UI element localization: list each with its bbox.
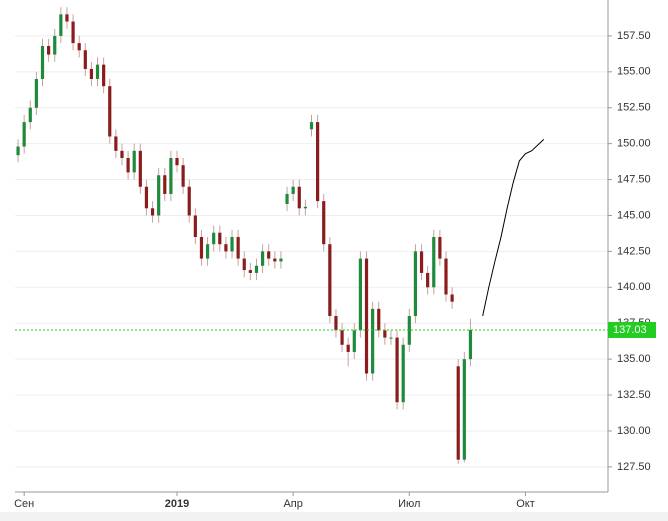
candle-body [279, 258, 283, 262]
y-tick-label: 145.00 [617, 209, 651, 221]
candle-body [144, 186, 149, 209]
candle-body [95, 64, 100, 80]
candle-body [77, 43, 81, 51]
candle-body [316, 122, 320, 202]
candle-body [150, 208, 155, 216]
candle-body [267, 251, 271, 259]
candle-body [212, 232, 216, 245]
forecast-line [482, 138, 545, 317]
candle-body [468, 329, 473, 360]
candle-body [120, 150, 124, 159]
candle-body [389, 337, 393, 339]
candle-body [163, 175, 167, 194]
candle-body [169, 158, 173, 194]
candle-body [34, 79, 38, 108]
candle-body [230, 237, 234, 252]
candle-body [47, 45, 51, 55]
candle-body [102, 64, 106, 87]
last-price-label: 137.03 [613, 324, 647, 336]
y-tick-label: 150.00 [617, 138, 651, 150]
y-tick-label: 157.50 [617, 30, 651, 42]
candle-body [438, 237, 442, 259]
candle-body [462, 359, 466, 460]
candle-body [132, 150, 136, 173]
candle-body [71, 21, 75, 44]
y-tick-label: 147.50 [617, 173, 651, 185]
candle-body [358, 258, 363, 331]
candle-body [175, 158, 179, 166]
candle-body [334, 316, 338, 331]
candle-body [432, 237, 436, 288]
candle-body [254, 265, 259, 273]
candle-body [383, 330, 387, 338]
candle-body [260, 251, 265, 266]
last-price-box [608, 321, 656, 338]
candle-body [16, 146, 20, 156]
x-tick-label: Окт [516, 498, 535, 510]
candle-body [138, 150, 142, 187]
x-tick-label: 2019 [165, 498, 189, 510]
candle-body [407, 316, 411, 345]
candle-body [328, 244, 332, 317]
candle-body [371, 308, 375, 374]
candle-body [303, 206, 307, 209]
x-tick-label: Сен [14, 498, 34, 510]
candle-body [108, 86, 112, 137]
y-tick-label: 140.00 [617, 281, 651, 293]
candle-body [401, 344, 405, 403]
y-tick-label: 130.00 [617, 425, 651, 437]
candle-body [199, 237, 204, 259]
y-tick-label: 142.50 [617, 245, 651, 257]
candle-body [114, 136, 118, 151]
y-tick-label: 132.50 [617, 389, 651, 401]
y-tick-label: 155.00 [617, 66, 651, 78]
candle-body [28, 107, 32, 123]
candle-body [40, 45, 45, 80]
candle-body [291, 186, 295, 194]
candle-body [340, 330, 344, 345]
candle-body [22, 122, 26, 147]
candle-body [236, 237, 240, 259]
candle-body [65, 14, 69, 22]
candle-body [193, 215, 197, 238]
candle-body [218, 232, 222, 245]
candle-body [352, 330, 356, 352]
y-tick-label: 152.50 [617, 102, 651, 114]
candle-body [205, 244, 210, 259]
candle-body [426, 272, 430, 288]
candle-body [181, 165, 185, 187]
candle-body [157, 175, 161, 216]
candle-body [364, 258, 369, 374]
candle-body [419, 251, 424, 273]
x-tick-label: Апр [283, 498, 302, 510]
candle-body [309, 122, 314, 130]
candle-body [297, 186, 301, 209]
candle-body [346, 344, 350, 352]
candle-body [187, 186, 191, 216]
candle-body [444, 258, 448, 295]
candle-body [273, 258, 277, 262]
candle-body [413, 251, 418, 317]
y-tick-label: 127.50 [617, 461, 651, 473]
candle-body [322, 201, 326, 245]
x-tick-label: Июл [398, 498, 420, 510]
candle-body [83, 50, 87, 69]
candle-body [248, 270, 252, 273]
candle-body [89, 68, 94, 80]
y-tick-label: 135.00 [617, 353, 651, 365]
candle-body [395, 337, 399, 403]
candle-body [377, 308, 381, 331]
candle-body [224, 244, 228, 252]
candle-body [126, 158, 130, 173]
candle-body [450, 294, 454, 302]
candle-body [59, 14, 63, 36]
candle-body [456, 366, 460, 460]
bottom-strip [0, 512, 668, 521]
candle-body [242, 258, 246, 271]
candle-body [53, 35, 57, 55]
candle-body [285, 193, 289, 204]
